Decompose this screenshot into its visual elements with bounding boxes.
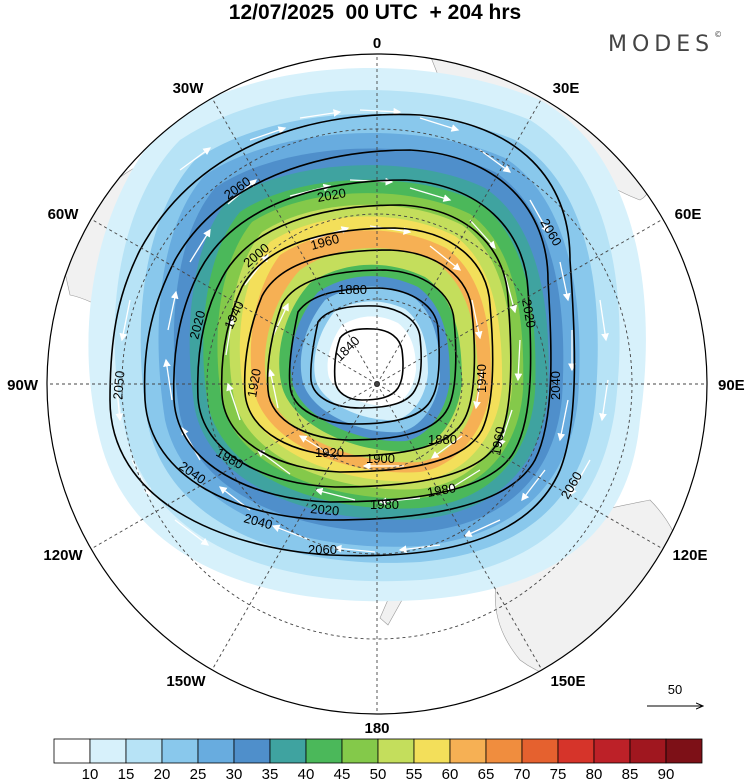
colorbar-swatch	[233, 738, 271, 764]
lon-label-120e: 120E	[672, 547, 707, 564]
colorbar-tick-label: 60	[442, 766, 459, 782]
contour-label: 1880	[338, 282, 367, 297]
lon-label-30e: 30E	[553, 80, 580, 97]
colorbar-tick-label: 20	[154, 766, 171, 782]
lon-label-180: 180	[364, 720, 389, 737]
contour-label: 1980	[370, 497, 399, 512]
colorbar-tick-label: 30	[226, 766, 243, 782]
contour-label: 2020	[316, 185, 347, 205]
wind-vectors	[115, 107, 609, 554]
colorbar-tick-label: 15	[118, 766, 135, 782]
height-contours	[109, 113, 576, 557]
colorbar-swatch	[89, 738, 127, 764]
graticule	[47, 54, 707, 714]
contour-label: 2020	[186, 309, 208, 341]
colorbar-tick-label: 55	[406, 766, 423, 782]
lon-label-60w: 60W	[48, 206, 80, 223]
colorbar-swatch	[197, 738, 235, 764]
lon-label-150w: 150W	[166, 673, 206, 690]
contour-label: 1900	[366, 451, 395, 466]
map-border	[46, 53, 708, 715]
colorbar: 10 15 20 25 30 35 40 45 50 55 60 65 70 75 80 85 90	[53, 738, 703, 782]
colorbar-tick-label: 65	[478, 766, 495, 782]
colorbar-tick-label: 35	[262, 766, 279, 782]
colorbar-tick-label: 70	[514, 766, 531, 782]
colorbar-swatch	[557, 738, 595, 764]
map-title: 12/07/2025 00 UTC + 204 hrs	[228, 1, 522, 24]
colorbar-swatch	[269, 738, 307, 764]
contour-label: 2050	[110, 370, 127, 400]
contour-label: 2020	[519, 298, 539, 329]
colorbar-tick-label: 40	[298, 766, 315, 782]
colorbar-swatch	[341, 738, 379, 764]
reference-vector: 50	[647, 682, 703, 706]
colorbar-swatch	[521, 738, 559, 764]
contour-label: 2060	[308, 542, 337, 557]
lon-label-30w: 30W	[173, 80, 205, 97]
colorbar-swatch	[449, 738, 487, 764]
contour-label: 1920	[315, 445, 344, 460]
colorbar-swatch	[413, 738, 451, 764]
colorbar-swatch	[125, 738, 163, 764]
lon-label-90w: 90W	[7, 377, 39, 394]
colorbar-tick-label: 80	[586, 766, 603, 782]
lon-label-90e: 90E	[718, 377, 745, 394]
modes-logo: MODES©	[608, 30, 723, 57]
colorbar-tick-label: 25	[190, 766, 207, 782]
brand-text: MODES	[608, 32, 715, 57]
contour-label: 2020	[310, 501, 340, 518]
colorbar-swatch	[53, 738, 91, 764]
colorbar-swatch	[305, 738, 343, 764]
contour-label: 1980	[426, 480, 457, 500]
colorbar-tick-label: 10	[82, 766, 99, 782]
colorbar-tick-label: 50	[370, 766, 387, 782]
lon-label-60e: 60E	[675, 206, 702, 223]
contour-label: 1880	[428, 432, 457, 447]
colorbar-swatch	[629, 738, 667, 764]
reference-vector-label: 50	[668, 682, 682, 697]
colorbar-swatch	[377, 738, 415, 764]
colorbar-swatch	[593, 738, 631, 764]
lon-label-150e: 150E	[550, 673, 585, 690]
copyright-mark: ©	[714, 30, 723, 39]
longitude-labels: 0 180 90W 90E 30W 30E 60W 60E 120W 120E …	[7, 35, 745, 737]
colorbar-swatch	[665, 738, 703, 764]
contour-label: 2040	[548, 371, 563, 400]
contour-label: 1940	[474, 364, 489, 393]
colorbar-tick-label: 90	[658, 766, 675, 782]
colorbar-swatch	[161, 738, 199, 764]
colorbar-tick-label: 45	[334, 766, 351, 782]
colorbar-swatch	[485, 738, 523, 764]
colorbar-tick-label: 85	[622, 766, 639, 782]
contour-label: 1920	[244, 367, 264, 398]
contour-label: 1960	[309, 231, 341, 253]
lon-label-120w: 120W	[43, 547, 83, 564]
lon-label-0: 0	[373, 35, 381, 52]
contour-label: 2040	[242, 510, 274, 532]
wind-speed-shading	[88, 67, 646, 602]
contour-label: 1960	[488, 425, 508, 456]
colorbar-tick-label: 75	[550, 766, 567, 782]
